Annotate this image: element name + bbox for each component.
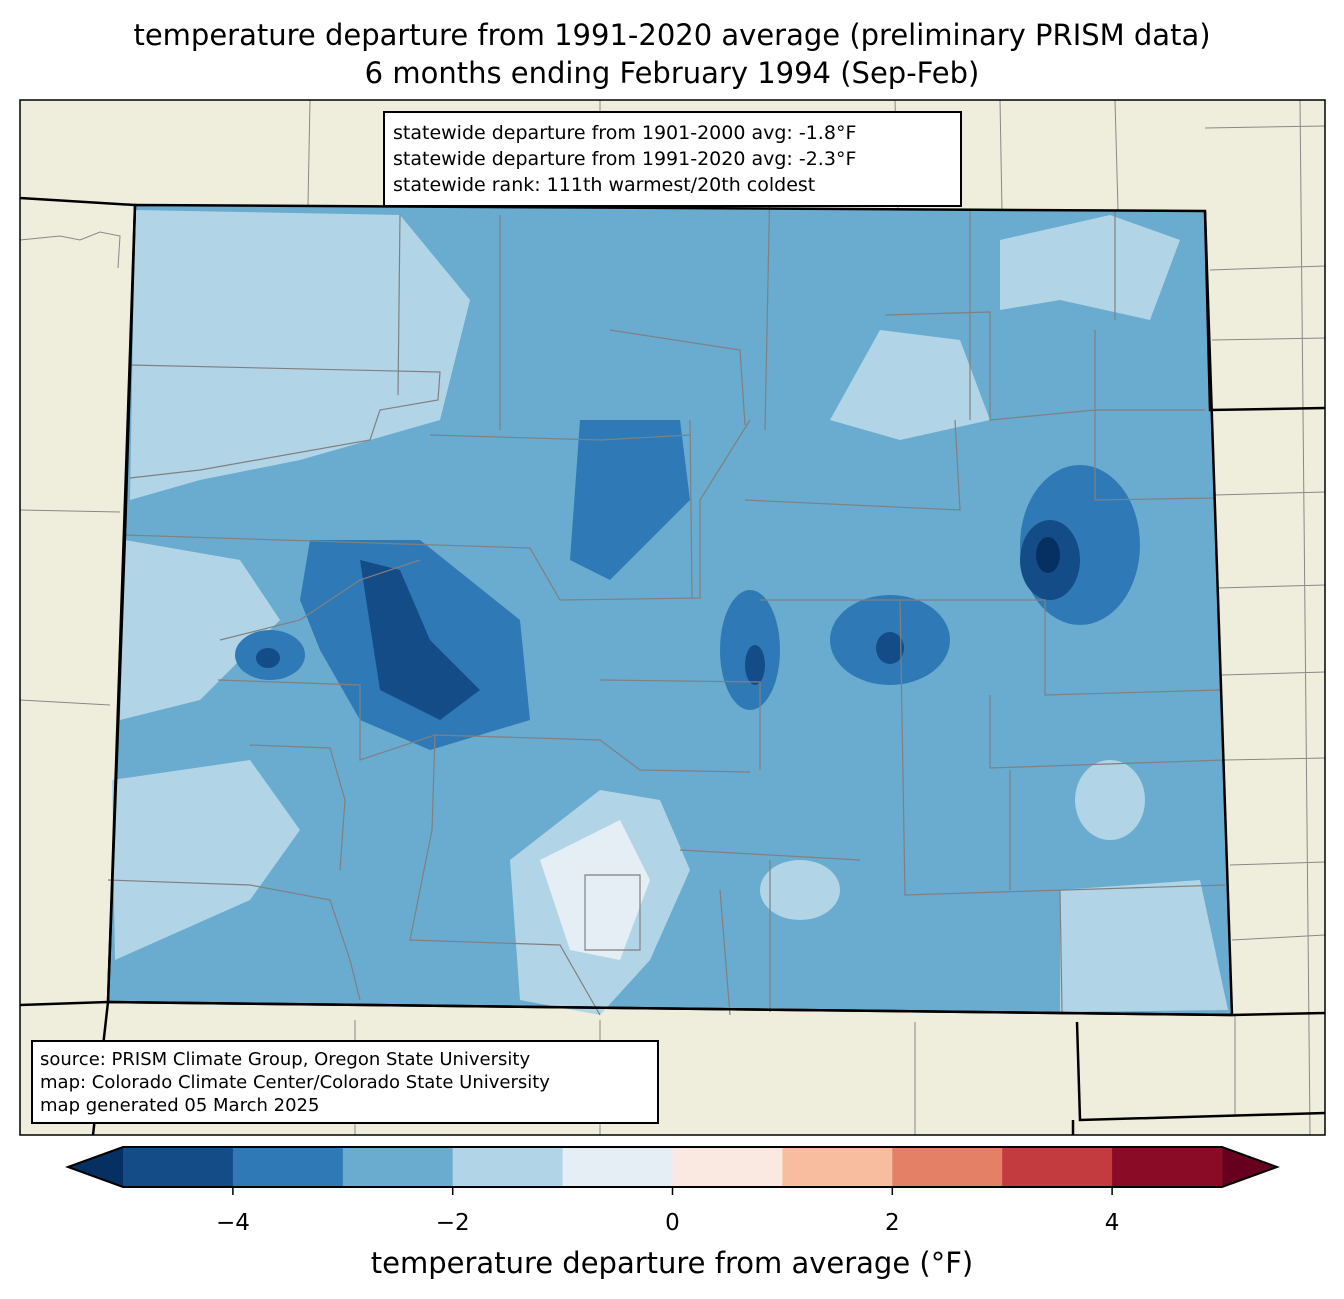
colorbar-tick-label: 4 (1105, 1210, 1120, 1236)
source-line-1: source: PRISM Climate Group, Oregon Stat… (40, 1049, 530, 1070)
map-frame (19, 99, 1326, 1136)
source-line-2: map: Colorado Climate Center/Colorado St… (40, 1072, 550, 1093)
colorbar-segment (342, 1147, 454, 1187)
colorado-state (106, 179, 1234, 1017)
stats-box: statewide departure from 1901-2000 avg: … (383, 111, 962, 207)
colorbar-tick-label: −2 (436, 1210, 470, 1236)
colorbar-segment (1002, 1147, 1113, 1187)
state-borders (19, 196, 1326, 1136)
colorbar: −4 −2 0 2 4 (65, 1146, 1280, 1236)
stats-line-3: statewide rank: 111th warmest/20th colde… (393, 174, 815, 196)
colorbar-under-arrow (68, 1147, 123, 1187)
source-box: source: PRISM Climate Group, Oregon Stat… (31, 1040, 659, 1124)
temperature-contours (112, 210, 1228, 1015)
colorbar-outline (65, 1146, 1280, 1188)
colorbar-segment (1112, 1147, 1223, 1187)
map-panel: statewide departure from 1901-2000 avg: … (19, 99, 1326, 1136)
colorbar-segment (892, 1147, 1003, 1187)
colorbar-segment (123, 1147, 234, 1187)
colorbar-segment (452, 1147, 564, 1187)
colorbar-over-arrow (1222, 1147, 1277, 1187)
colorbar-segment (782, 1147, 893, 1187)
stats-line-2: statewide departure from 1991-2020 avg: … (393, 148, 856, 170)
colorbar-segment (232, 1147, 344, 1187)
source-line-3: map generated 05 March 2025 (40, 1095, 319, 1116)
colorbar-label: temperature departure from average (°F) (371, 1246, 973, 1280)
colorbar-tick-label: −4 (216, 1210, 250, 1236)
stats-line-1: statewide departure from 1901-2000 avg: … (393, 122, 856, 144)
colorbar-segment (562, 1147, 673, 1187)
title-line-1: temperature departure from 1991-2020 ave… (133, 18, 1210, 52)
title-line-2: 6 months ending February 1994 (Sep-Feb) (365, 56, 980, 90)
county-lines (107, 179, 1226, 1016)
colorbar-tick-label: 0 (665, 1210, 680, 1236)
colorbar-tick-label: 2 (885, 1210, 900, 1236)
colorbar-segment (672, 1147, 783, 1187)
